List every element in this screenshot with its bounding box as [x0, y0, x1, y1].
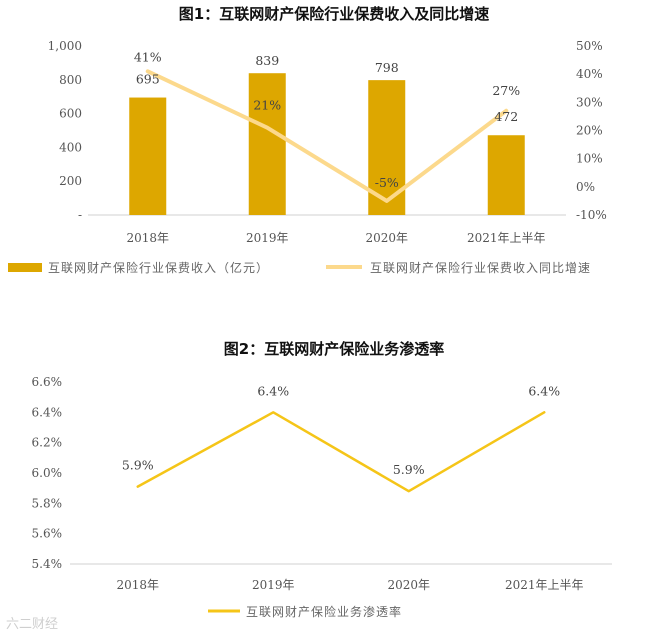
legend-label: 互联网财产保险业务渗透率 — [246, 604, 402, 619]
category-label: 2020年 — [387, 578, 430, 592]
category-label: 2018年 — [116, 578, 159, 592]
y-axis-tick: 6.6% — [32, 375, 63, 389]
left-axis-tick: 600 — [59, 107, 82, 121]
category-label: 2019年 — [252, 578, 295, 592]
category-label: 2020年 — [365, 231, 408, 245]
category-label: 2021年上半年 — [467, 231, 546, 245]
bar-label: 839 — [255, 53, 279, 68]
right-axis-tick: 30% — [576, 95, 603, 109]
y-axis-tick: 5.6% — [32, 527, 63, 541]
bar — [487, 135, 525, 215]
watermark: 六二财经 — [6, 617, 59, 632]
right-axis-tick: 40% — [576, 67, 603, 81]
line-label: 21% — [253, 98, 281, 113]
y-axis-tick: 5.4% — [32, 557, 63, 571]
figure1-chart: - 200 400 600 800 1,000 -10% 0% 10% 20% 30% 40% 50% 6… — [8, 39, 607, 275]
right-axis-tick: -10% — [576, 208, 607, 222]
figure2-title: 图2：互联网财产保险业务渗透率 — [223, 340, 445, 358]
y-axis-tick: 6.0% — [32, 466, 63, 480]
left-axis-tick: 200 — [59, 174, 82, 188]
point-label: 5.9% — [393, 462, 425, 477]
line-label: 41% — [134, 49, 162, 64]
left-axis-tick: - — [78, 208, 82, 222]
legend-bar-label: 互联网财产保险行业保费收入（亿元） — [48, 260, 269, 275]
right-axis-tick: 10% — [576, 152, 603, 166]
figure1-title: 图1：互联网财产保险行业保费收入及同比增速 — [178, 5, 490, 23]
point-label: 5.9% — [122, 458, 154, 473]
bar-label: 695 — [136, 72, 160, 87]
bar-label: 798 — [375, 60, 399, 75]
category-label: 2018年 — [126, 231, 169, 245]
y-axis-tick: 6.2% — [32, 436, 63, 450]
legend-line-label: 互联网财产保险行业保费收入同比增速 — [370, 260, 591, 275]
growth-line — [145, 69, 509, 203]
right-axis-tick: 0% — [576, 180, 595, 194]
category-label: 2019年 — [246, 231, 289, 245]
line-label: -5% — [375, 175, 399, 190]
category-label: 2021年上半年 — [505, 578, 584, 592]
left-axis-tick: 400 — [59, 140, 82, 154]
line-label: 27% — [492, 83, 520, 98]
bar — [248, 73, 286, 215]
point-label: 6.4% — [257, 383, 289, 398]
point-label: 6.4% — [528, 383, 560, 398]
left-axis-tick: 800 — [59, 73, 82, 87]
right-axis-tick: 50% — [576, 39, 603, 53]
penetration-line — [136, 411, 546, 493]
y-axis-tick: 5.8% — [32, 496, 63, 510]
bar — [129, 97, 167, 215]
bar-label: 472 — [494, 109, 518, 124]
right-axis-tick: 20% — [576, 124, 603, 138]
legend-bar-swatch — [8, 263, 42, 272]
y-axis-tick: 6.4% — [32, 405, 63, 419]
left-axis-tick: 1,000 — [48, 39, 82, 53]
